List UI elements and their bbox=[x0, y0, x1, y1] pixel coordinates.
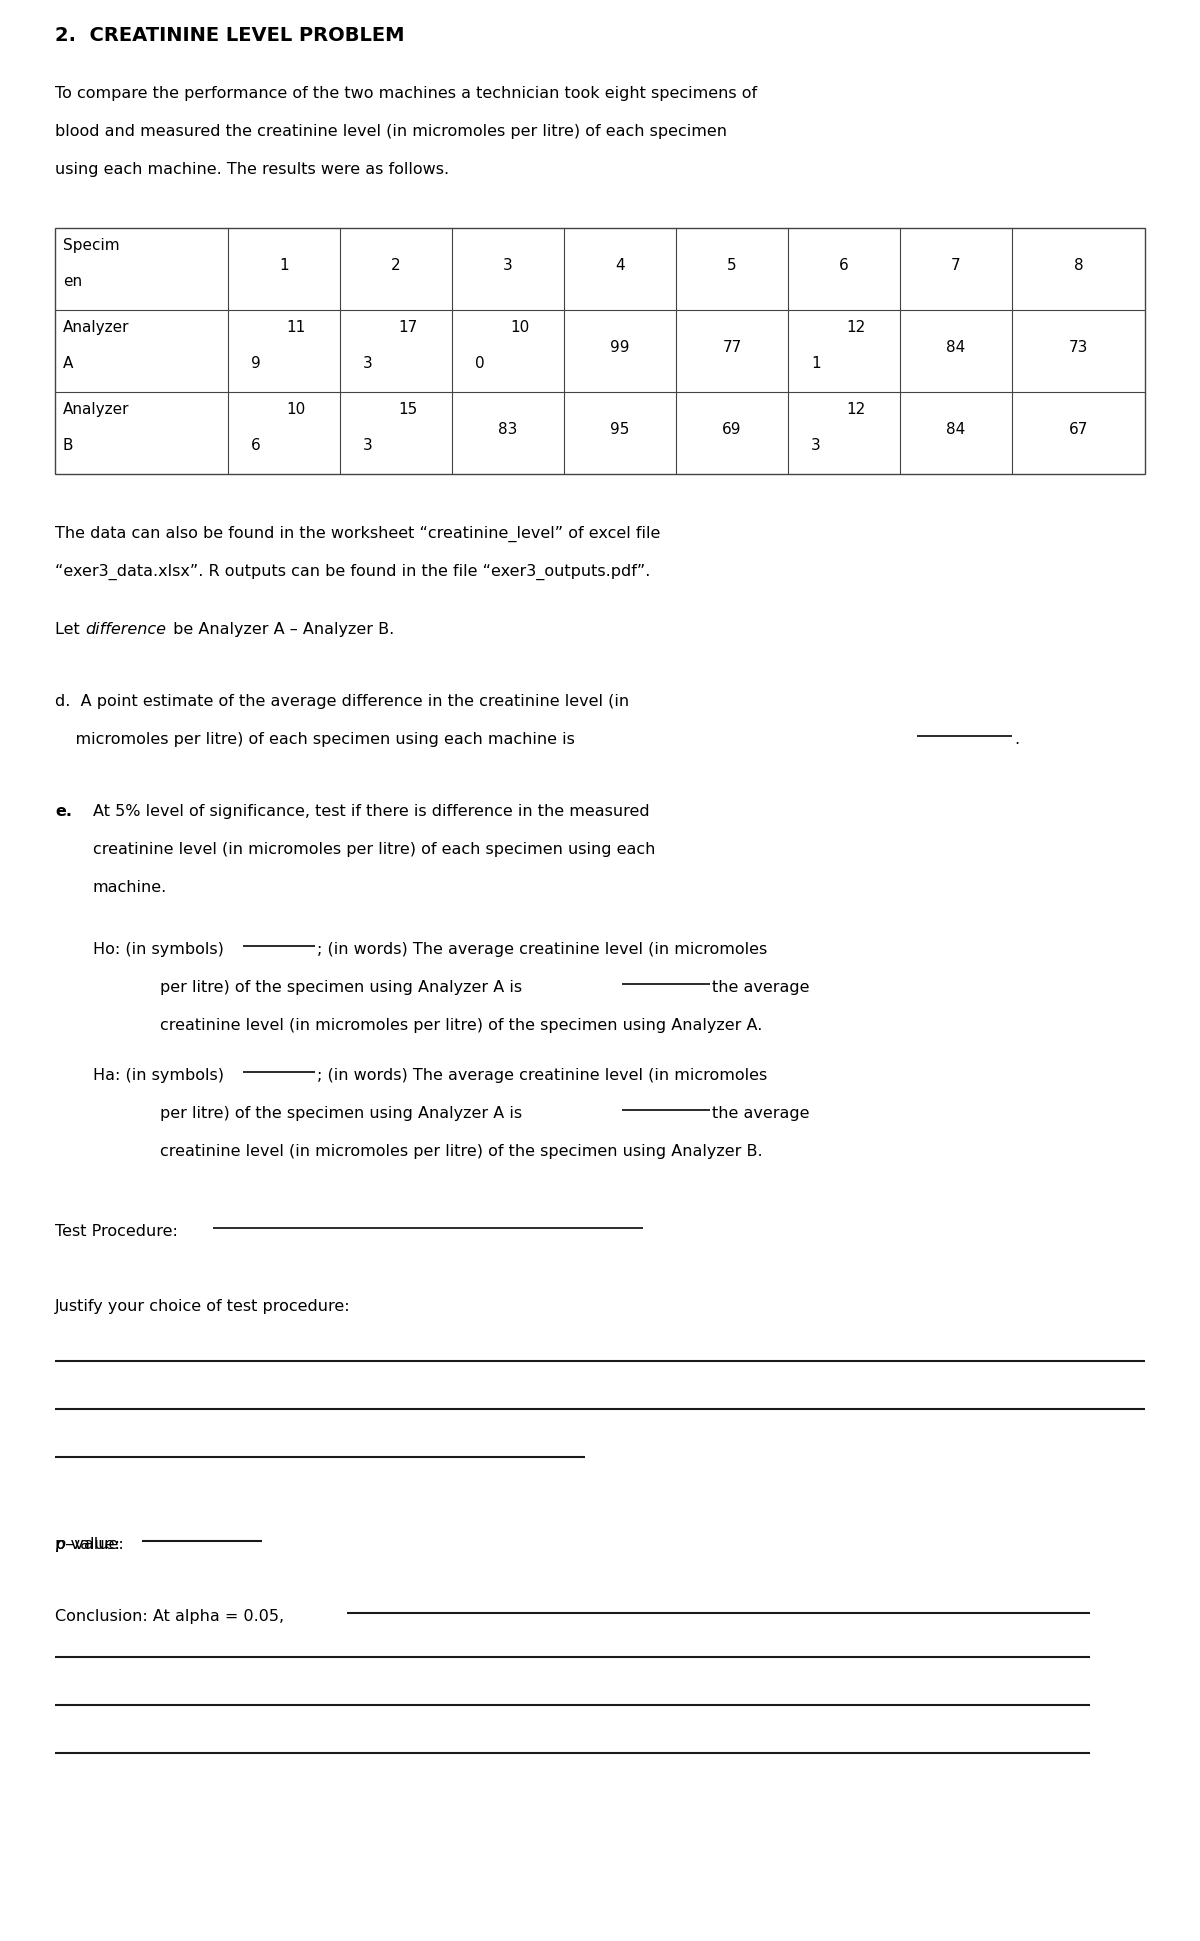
Text: Let: Let bbox=[55, 621, 85, 637]
Text: 84: 84 bbox=[947, 421, 966, 437]
Text: Analyzer: Analyzer bbox=[64, 402, 130, 417]
Text: Test Procedure:: Test Procedure: bbox=[55, 1225, 182, 1238]
Text: 4: 4 bbox=[616, 258, 625, 274]
Text: To compare the performance of the two machines a technician took eight specimens: To compare the performance of the two ma… bbox=[55, 85, 757, 101]
Text: 95: 95 bbox=[611, 421, 630, 437]
Text: 69: 69 bbox=[722, 421, 742, 437]
Text: using each machine. The results were as follows.: using each machine. The results were as … bbox=[55, 161, 449, 177]
Text: 12: 12 bbox=[846, 320, 865, 336]
Text: Justify your choice of test procedure:: Justify your choice of test procedure: bbox=[55, 1299, 350, 1314]
Text: creatinine level (in micromoles per litre) of each specimen using each: creatinine level (in micromoles per litr… bbox=[94, 842, 655, 858]
Text: Conclusion: At alpha = 0.05,: Conclusion: At alpha = 0.05, bbox=[55, 1609, 289, 1625]
Text: 3: 3 bbox=[364, 355, 373, 371]
Text: A: A bbox=[64, 355, 73, 371]
Text: 10: 10 bbox=[287, 402, 306, 417]
Text: 0: 0 bbox=[475, 355, 485, 371]
Text: 9: 9 bbox=[251, 355, 260, 371]
Text: At 5% level of significance, test if there is difference in the measured: At 5% level of significance, test if the… bbox=[94, 804, 649, 819]
Text: 99: 99 bbox=[611, 340, 630, 355]
Text: 12: 12 bbox=[846, 402, 865, 417]
Text: be Analyzer A – Analyzer B.: be Analyzer A – Analyzer B. bbox=[168, 621, 395, 637]
Text: 8: 8 bbox=[1074, 258, 1084, 274]
Text: Ha: (in symbols): Ha: (in symbols) bbox=[94, 1068, 229, 1083]
Text: 77: 77 bbox=[722, 340, 742, 355]
Text: 10: 10 bbox=[510, 320, 529, 336]
Text: the average: the average bbox=[712, 1106, 810, 1122]
Text: 17: 17 bbox=[398, 320, 418, 336]
Text: micromoles per litre) of each specimen using each machine is: micromoles per litre) of each specimen u… bbox=[55, 732, 580, 747]
Text: 5: 5 bbox=[727, 258, 737, 274]
Text: the average: the average bbox=[712, 980, 810, 996]
Text: p-value:: p-value: bbox=[55, 1537, 125, 1553]
Text: 6: 6 bbox=[251, 439, 260, 452]
Text: 3: 3 bbox=[503, 258, 512, 274]
Text: 2.  CREATININE LEVEL PROBLEM: 2. CREATININE LEVEL PROBLEM bbox=[55, 25, 404, 45]
Text: 1: 1 bbox=[280, 258, 289, 274]
Text: 6: 6 bbox=[839, 258, 848, 274]
Text: 15: 15 bbox=[398, 402, 418, 417]
Text: 84: 84 bbox=[947, 340, 966, 355]
Text: blood and measured the creatinine level (in micromoles per litre) of each specim: blood and measured the creatinine level … bbox=[55, 124, 727, 140]
Text: ; (in words) The average creatinine level (in micromoles: ; (in words) The average creatinine leve… bbox=[317, 941, 767, 957]
Text: 67: 67 bbox=[1069, 421, 1088, 437]
Text: d.  A point estimate of the average difference in the creatinine level (in: d. A point estimate of the average diffe… bbox=[55, 695, 629, 708]
Text: creatinine level (in micromoles per litre) of the specimen using Analyzer A.: creatinine level (in micromoles per litr… bbox=[160, 1017, 762, 1033]
Text: 7: 7 bbox=[952, 258, 961, 274]
Text: 2: 2 bbox=[391, 258, 401, 274]
Text: 83: 83 bbox=[498, 421, 517, 437]
Text: The data can also be found in the worksheet “creatinine_level” of excel file: The data can also be found in the worksh… bbox=[55, 526, 660, 542]
Text: ; (in words) The average creatinine level (in micromoles: ; (in words) The average creatinine leve… bbox=[317, 1068, 767, 1083]
Text: 73: 73 bbox=[1069, 340, 1088, 355]
Text: .: . bbox=[1014, 732, 1019, 747]
Text: Specim: Specim bbox=[64, 239, 120, 252]
Text: “exer3_data.xlsx”. R outputs can be found in the file “exer3_outputs.pdf”.: “exer3_data.xlsx”. R outputs can be foun… bbox=[55, 565, 650, 580]
Text: B: B bbox=[64, 439, 73, 452]
Text: per litre) of the specimen using Analyzer A is: per litre) of the specimen using Analyze… bbox=[160, 1106, 527, 1122]
Text: creatinine level (in micromoles per litre) of the specimen using Analyzer B.: creatinine level (in micromoles per litr… bbox=[160, 1143, 763, 1159]
Text: e.: e. bbox=[55, 804, 72, 819]
Text: 3: 3 bbox=[811, 439, 821, 452]
Text: -value:: -value: bbox=[70, 1537, 128, 1553]
Text: machine.: machine. bbox=[94, 879, 167, 895]
Text: 11: 11 bbox=[287, 320, 306, 336]
Text: 1: 1 bbox=[811, 355, 821, 371]
Text: difference: difference bbox=[85, 621, 166, 637]
Text: 3: 3 bbox=[364, 439, 373, 452]
Text: Ho: (in symbols): Ho: (in symbols) bbox=[94, 941, 229, 957]
Text: p: p bbox=[55, 1537, 65, 1553]
Text: per litre) of the specimen using Analyzer A is: per litre) of the specimen using Analyze… bbox=[160, 980, 527, 996]
Text: en: en bbox=[64, 274, 82, 289]
Text: Analyzer: Analyzer bbox=[64, 320, 130, 336]
